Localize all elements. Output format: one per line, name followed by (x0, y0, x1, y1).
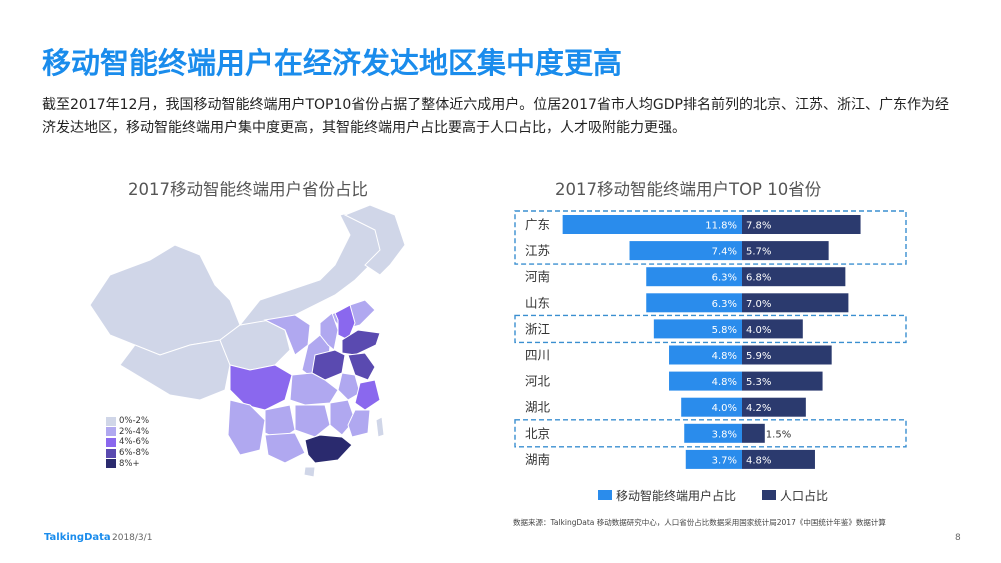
map-region-4-6 (229, 364, 293, 411)
user-share-label: 3.7% (712, 455, 737, 466)
page-description: 截至2017年12月，我国移动智能终端用户TOP10省份占据了整体近六成用户。位… (42, 97, 949, 136)
population-share-label: 6.8% (746, 273, 771, 284)
map-legend-item: 0%-2% (106, 416, 149, 427)
user-share-label: 7.4% (712, 247, 737, 258)
user-share-label: 6.3% (712, 299, 737, 310)
population-share-label: 7.0% (746, 299, 771, 310)
map-legend-item: 6%-8% (106, 448, 149, 459)
user-share-label: 4.8% (712, 351, 737, 362)
map-title: 2017移动智能终端用户省份占比 (128, 180, 368, 199)
map-legend-item: 2%-4% (106, 427, 149, 438)
population-share-bar (742, 397, 806, 417)
legend-swatch-population (762, 490, 776, 500)
population-share-bar (742, 371, 823, 391)
category-label: 山东 (525, 295, 550, 310)
china-province-map (89, 205, 406, 478)
population-share-label: 4.2% (746, 403, 771, 414)
population-share-bar (742, 319, 803, 339)
map-region-low (119, 339, 231, 401)
user-share-label: 4.8% (712, 377, 737, 388)
population-share-bar (742, 423, 765, 443)
user-share-bar (646, 293, 742, 313)
map-region-high (304, 434, 353, 464)
legend-swatch (106, 437, 116, 447)
population-share-bar (742, 345, 832, 365)
category-label: 江苏 (525, 243, 550, 258)
category-label: 河南 (525, 269, 550, 284)
user-share-bar (646, 267, 742, 287)
map-region-mid (227, 399, 266, 456)
population-share-bar (742, 449, 815, 469)
map-region-4-6 (354, 379, 381, 411)
highlight-box (514, 419, 907, 448)
page-title: 移动智能终端用户在经济发达地区集中度更高 (42, 46, 623, 80)
map-region-mid (294, 404, 331, 438)
category-label: 广东 (525, 217, 550, 232)
population-share-label: 1.5% (766, 429, 791, 440)
legend-label: 4%-6% (119, 437, 150, 448)
legend-label: 2%-4% (119, 426, 150, 437)
category-label: 河北 (525, 374, 551, 389)
population-share-bar (742, 293, 849, 313)
user-share-bar (684, 423, 742, 443)
population-share-label: 4.0% (746, 325, 771, 336)
legend-swatch (106, 416, 116, 426)
footer-date: 2018/3/1 (112, 533, 153, 543)
map-region-mid (264, 432, 306, 464)
legend-label-population: 人口占比 (780, 488, 828, 503)
user-share-label: 4.0% (712, 403, 737, 414)
population-share-label: 5.3% (746, 377, 771, 388)
page-number: 8 (955, 533, 961, 543)
legend-label: 8%+ (119, 458, 140, 469)
user-share-label: 6.3% (712, 273, 737, 284)
user-share-label: 3.8% (712, 429, 737, 440)
user-share-bar (681, 397, 742, 417)
user-share-bar (629, 241, 742, 261)
legend-swatch (106, 448, 116, 458)
map-region-low (343, 205, 406, 276)
user-share-label: 5.8% (712, 325, 737, 336)
population-share-label: 5.7% (746, 247, 771, 258)
user-share-bar (653, 319, 742, 339)
talkingdata-logo: TalkingData (44, 532, 111, 543)
user-share-bar (562, 215, 742, 234)
category-label: 浙江 (525, 321, 550, 336)
map-legend-item: 8%+ (106, 458, 149, 469)
user-share-bar (669, 345, 742, 365)
user-share-bar (669, 371, 742, 391)
population-share-bar (742, 241, 829, 261)
data-source-note: 数据来源：TalkingData 移动数据研究中心，人口省份占比数据采用国家统计… (513, 518, 886, 527)
category-label: 湖南 (525, 452, 550, 467)
population-share-bar (742, 215, 861, 234)
user-share-label: 11.8% (705, 221, 737, 232)
population-share-bar (742, 267, 846, 287)
map-region-mid (347, 409, 371, 438)
map-region-mid (337, 372, 361, 401)
legend-swatch (106, 459, 116, 469)
highlight-box (514, 210, 907, 265)
category-label: 北京 (525, 426, 550, 441)
category-label: 四川 (525, 348, 550, 363)
map-legend-item: 4%-6% (106, 437, 149, 448)
map-region-6-8 (347, 352, 376, 381)
population-share-label: 5.9% (746, 351, 771, 362)
legend-label-user: 移动智能终端用户占比 (616, 488, 736, 503)
map-legend: 0%-2% 2%-4% 4%-6% 6%-8% 8%+ (106, 416, 149, 469)
map-region-low (375, 416, 385, 438)
legend-swatch (106, 427, 116, 437)
user-share-bar (685, 449, 742, 469)
map-region-low (303, 466, 316, 478)
legend-label: 0%-2% (119, 416, 150, 427)
population-share-label: 4.8% (746, 455, 771, 466)
map-region-mid (289, 372, 339, 406)
legend-label: 6%-8% (119, 448, 150, 459)
bar-chart-title: 2017移动智能终端用户TOP 10省份 (555, 180, 822, 199)
category-label: 湖北 (525, 400, 551, 415)
highlight-box (514, 314, 907, 344)
legend-swatch-user (598, 490, 612, 500)
population-share-label: 7.8% (746, 221, 771, 232)
